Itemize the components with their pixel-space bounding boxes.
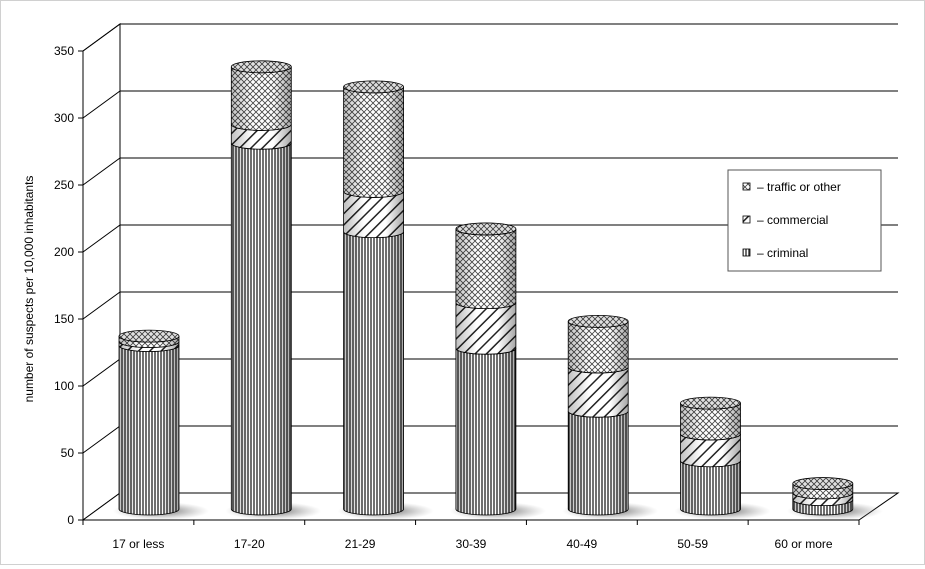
- bar-traffic-or-other-17-or-less-shading: [119, 336, 180, 348]
- bar-commercial-40-49-shading: [568, 366, 629, 418]
- gridline-250: [82, 157, 898, 186]
- bar-traffic-or-other-21-29-shading: [343, 86, 404, 198]
- bar-top-50-59: [680, 396, 741, 410]
- bar-traffic-or-other-17-20-shading: [231, 66, 292, 131]
- y-tick-label-200: 200: [54, 245, 74, 259]
- bar-traffic-or-other-30-39-shading: [455, 228, 516, 309]
- bar-criminal-40-49-shading: [568, 411, 629, 515]
- bar-commercial-30-39-shading: [455, 302, 516, 355]
- gridline-300: [82, 90, 898, 119]
- x-tick-label-30-39: 30-39: [456, 537, 487, 551]
- x-tick-label-21-29: 21-29: [345, 537, 376, 551]
- x-tick-label-40-49: 40-49: [567, 537, 598, 551]
- legend-swatch-criminal: [742, 248, 751, 257]
- bar-top-shade-30-39: [455, 222, 516, 235]
- x-tick-label-50-59: 50-59: [677, 537, 708, 551]
- y-tick-label-50: 50: [61, 446, 75, 460]
- y-tick-label-0: 0: [67, 513, 74, 527]
- legend-box: [727, 169, 882, 272]
- bar-traffic-or-other-50-59-shading: [680, 403, 741, 440]
- bar-traffic-or-other-60-or-more-shading: [792, 483, 853, 499]
- bar-group-17-or-less: [113, 329, 209, 520]
- bar-criminal-30-39-shading: [455, 348, 516, 515]
- bar-commercial-50-59-shading: [680, 433, 741, 467]
- bar-criminal-17-or-less-shading: [119, 345, 180, 515]
- y-axis: 0 50 100 150 200 250 300 350: [54, 44, 83, 527]
- legend-swatch-traffic-or-other: [742, 182, 751, 191]
- bar-criminal-50-59-shading: [680, 460, 741, 515]
- gridline-200: [82, 224, 898, 253]
- bar-group-40-49: [562, 314, 659, 520]
- legend-swatch-commercial: [742, 215, 751, 224]
- bar-top-60-or-more: [792, 477, 854, 490]
- bars: [113, 60, 883, 520]
- bar-top-30-39: [455, 222, 517, 236]
- gridline-350: [82, 23, 898, 52]
- y-tick-label-150: 150: [54, 312, 74, 326]
- bar-top-40-49: [567, 314, 629, 328]
- bar-top-shade-21-29: [343, 80, 404, 93]
- bar-top-21-29: [343, 80, 405, 94]
- bar-top-shade-40-49: [568, 315, 629, 328]
- bar-top-shade-60-or-more: [792, 477, 853, 490]
- legend: – traffic or other – commercial – crimin…: [727, 169, 882, 272]
- gridlines: [82, 23, 898, 454]
- bar-traffic-or-other-40-49-shading: [568, 321, 629, 373]
- y-tick-label-350: 350: [54, 44, 74, 58]
- y-axis-label: number of suspects per 10,000 inhabitant…: [22, 176, 36, 403]
- bar-top-shade-50-59: [680, 397, 741, 410]
- bar-criminal-60-or-more-shading: [792, 499, 853, 515]
- x-tick-label-17-or-less: 17 or less: [112, 537, 164, 551]
- bar-group-50-59: [674, 396, 771, 520]
- x-tick-label-60-or-more: 60 or more: [775, 537, 833, 551]
- bar-group-60-or-more: [786, 477, 883, 520]
- y-tick-label-100: 100: [54, 379, 74, 393]
- y-tick-label-300: 300: [54, 111, 74, 125]
- legend-label-commercial: – commercial: [757, 213, 828, 227]
- bar-commercial-21-29-shading: [343, 191, 404, 238]
- bar-group-21-29: [337, 80, 434, 520]
- legend-label-traffic-or-other: – traffic or other: [757, 180, 841, 194]
- legend-label-criminal: – criminal: [757, 246, 808, 260]
- bar-top-shade-17-20: [231, 60, 292, 73]
- bar-commercial-17-20-shading: [231, 124, 292, 150]
- gridline-150: [82, 291, 898, 320]
- bar-top-17-or-less: [118, 329, 180, 343]
- y-tick-label-250: 250: [54, 178, 74, 192]
- bar-group-30-39: [449, 222, 546, 520]
- bar-criminal-17-20-shading: [231, 143, 292, 515]
- bar-top-17-20: [230, 60, 292, 74]
- side-wall: [82, 23, 121, 521]
- bar-criminal-21-29-shading: [343, 231, 404, 515]
- x-axis: 17 or less 17-20 21-29 30-39 40-49 50-59 60 or…: [82, 519, 860, 551]
- bar-top-shade-17-or-less: [119, 330, 179, 343]
- bar-commercial-17-or-less-shading: [119, 341, 180, 352]
- bar-group-17-20: [225, 60, 322, 520]
- x-tick-label-17-20: 17-20: [234, 537, 265, 551]
